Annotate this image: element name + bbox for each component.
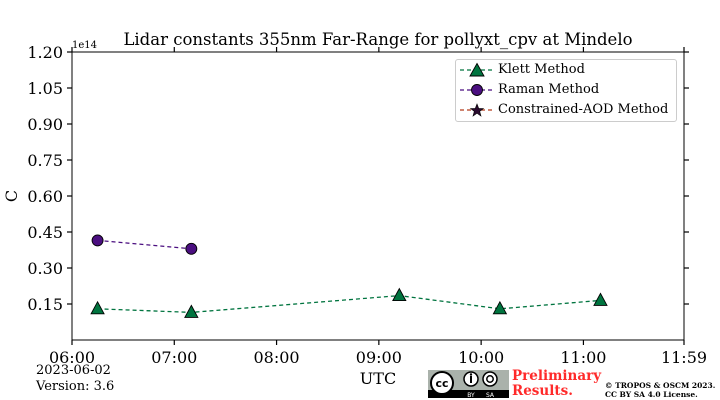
chart-title: Lidar constants 355nm Far-Range for poll…	[123, 30, 633, 49]
cc-text: cc	[435, 377, 448, 390]
legend: Klett Method Raman Method Constrained-AO…	[455, 59, 677, 122]
x-tick-label: 10:00	[458, 348, 504, 367]
copyright-notice: © TROPOS & OSCM 2023. CC BY SA 4.0 Licen…	[605, 381, 715, 399]
legend-label-constrained-aod: Constrained-AOD Method	[498, 102, 669, 117]
preliminary-line-2: Results.	[512, 383, 573, 399]
x-tick-label: 08:00	[254, 348, 300, 367]
legend-item-klett: Klett Method	[456, 61, 676, 79]
preliminary-line-1: Preliminary	[512, 368, 602, 384]
data-point-klett-method	[492, 300, 508, 315]
y-tick-label: 1.05	[27, 79, 63, 98]
legend-item-raman: Raman Method	[456, 81, 676, 99]
y-axis-label: C	[2, 190, 21, 202]
data-point-raman-method	[185, 242, 198, 255]
legend-klett-marker-icon	[460, 62, 494, 77]
data-point-klett-method	[184, 304, 199, 318]
data-point-raman-method	[91, 234, 104, 247]
version-label: Version: 3.6	[36, 379, 115, 394]
y-tick-label: 0.60	[27, 187, 63, 206]
x-tick-label: 11:00	[560, 348, 606, 367]
preliminary-notice: Preliminary Results.	[512, 369, 601, 399]
legend-item-constrained-aod: Constrained-AOD Method	[456, 101, 676, 119]
series-line-raman-method	[97, 239, 192, 250]
data-point-klett-method	[593, 292, 608, 306]
y-tick-label: 0.75	[27, 151, 63, 170]
run-info: 2023-06-02 Version: 3.6	[36, 363, 114, 395]
y-tick-label: 0.45	[27, 223, 63, 242]
y-offset-label: 1e14	[72, 40, 97, 51]
date-label: 2023-06-02	[36, 363, 111, 378]
x-tick-label: 09:00	[356, 348, 402, 367]
data-point-klett-method	[392, 287, 407, 302]
x-axis-label: UTC	[360, 369, 396, 388]
legend-label-raman: Raman Method	[498, 82, 600, 97]
copyright-line-1: © TROPOS & OSCM 2023.	[605, 381, 716, 390]
series-line-klett-method	[97, 294, 601, 314]
by-text: BY	[467, 392, 475, 398]
legend-raman-marker-icon	[460, 84, 494, 96]
y-tick-label: 0.30	[27, 259, 63, 278]
y-tick-label: 0.90	[27, 115, 63, 134]
y-tick-label: 1.20	[27, 43, 63, 62]
data-point-klett-method	[90, 300, 105, 315]
legend-constrained-aod-marker-icon	[460, 103, 494, 117]
legend-label-klett: Klett Method	[498, 62, 585, 77]
y-tick-label: 0.15	[27, 295, 63, 314]
cc-by-sa-license-icon: cc BY SA	[428, 370, 509, 398]
x-tick-label: 07:00	[151, 348, 197, 367]
x-tick-label: 11:59	[661, 348, 707, 367]
x-tick-label: 06:00	[49, 348, 95, 367]
sa-text: SA	[486, 392, 495, 398]
copyright-line-2: CC BY SA 4.0 License.	[605, 390, 698, 399]
